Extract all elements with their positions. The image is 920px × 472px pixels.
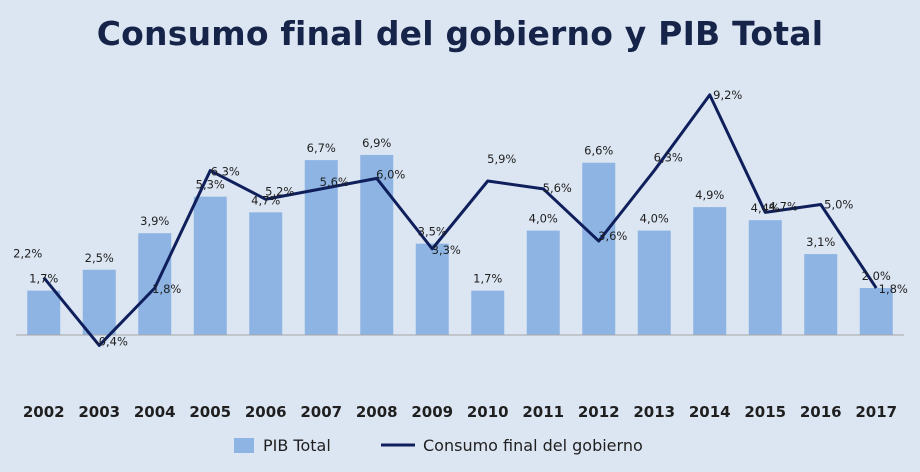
x-tick-2014: 2014 <box>689 403 731 421</box>
bar-pib-2011 <box>526 230 560 335</box>
bar-label-2011: 4,0% <box>529 212 558 226</box>
bar-label-2008: 6,9% <box>362 136 391 150</box>
bar-pib-2016 <box>804 254 838 335</box>
x-tick-2015: 2015 <box>744 403 786 421</box>
x-tick-2003: 2003 <box>78 403 120 421</box>
line-label-2008: 6,0% <box>376 167 405 181</box>
x-tick-2008: 2008 <box>356 403 398 421</box>
bar-label-2009: 3,5% <box>418 225 447 239</box>
legend-swatch-pib <box>234 438 254 453</box>
line-label-2003: -0,4% <box>95 334 128 348</box>
x-tick-2004: 2004 <box>134 403 176 421</box>
line-label-2017: 1,8% <box>879 282 908 296</box>
x-tick-2007: 2007 <box>300 403 342 421</box>
line-label-2004: 1,8% <box>152 282 181 296</box>
bar-pib-2006 <box>249 212 283 335</box>
bar-label-2015: 4,4% <box>751 201 780 215</box>
x-tick-2011: 2011 <box>522 403 564 421</box>
line-label-2013: 6,3% <box>654 151 683 165</box>
line-label-2009: 3,3% <box>432 243 461 257</box>
bar-pib-2012 <box>582 162 616 335</box>
bar-pib-2009 <box>415 243 449 335</box>
bar-pib-2004 <box>138 233 172 335</box>
bar-label-2005: 5,3% <box>196 178 225 192</box>
bar-label-2006: 4,7% <box>251 193 280 207</box>
legend-label-consumo: Consumo final del gobierno <box>423 436 643 455</box>
bar-label-2017: 2,0% <box>862 269 891 283</box>
legend-label-pib: PIB Total <box>263 436 331 455</box>
bar-label-2016: 3,1% <box>806 235 835 249</box>
bar-label-2012: 6,6% <box>584 144 613 158</box>
bar-pib-2003 <box>82 269 116 335</box>
bar-pib-2008 <box>360 154 394 335</box>
bar-pib-2010 <box>471 290 505 335</box>
x-tick-2005: 2005 <box>189 403 231 421</box>
x-tick-2016: 2016 <box>800 403 842 421</box>
x-tick-2009: 2009 <box>411 403 453 421</box>
line-label-2006: 5,2% <box>265 184 294 198</box>
x-tick-2012: 2012 <box>578 403 620 421</box>
x-tick-2006: 2006 <box>245 403 287 421</box>
line-label-2016: 5,0% <box>824 198 853 212</box>
x-tick-2013: 2013 <box>633 403 675 421</box>
line-consumo-gobierno <box>42 93 878 347</box>
bar-pib-2005 <box>193 196 227 335</box>
line-label-2010: 5,9% <box>487 152 516 166</box>
bar-pib-2013 <box>637 230 671 335</box>
bar-pib-2014 <box>693 207 727 335</box>
bar-label-2002: 1,7% <box>29 272 58 286</box>
bar-label-2003: 2,5% <box>85 251 114 265</box>
bar-label-2013: 4,0% <box>640 212 669 226</box>
bar-label-2004: 3,9% <box>140 214 169 228</box>
bar-pib-2015 <box>748 220 782 335</box>
bar-pib-2017 <box>859 288 893 335</box>
line-label-2002: 2,2% <box>13 247 42 261</box>
bar-label-2014: 4,9% <box>695 188 724 202</box>
bar-label-2007: 6,7% <box>307 141 336 155</box>
x-tick-2010: 2010 <box>467 403 509 421</box>
x-tick-2017: 2017 <box>855 403 897 421</box>
bar-label-2010: 1,7% <box>473 272 502 286</box>
line-label-2011: 5,6% <box>543 181 572 195</box>
chart-title: Consumo final del gobierno y PIB Total <box>96 14 824 53</box>
line-label-2012: 3,6% <box>598 229 627 243</box>
line-label-2015: 4,7% <box>769 199 798 213</box>
line-label-2007: 5,6% <box>320 175 349 189</box>
bar-pib-2002 <box>27 290 61 335</box>
x-tick-2002: 2002 <box>23 403 65 421</box>
line-label-2005: 6,3% <box>211 165 240 179</box>
line-label-2014: 9,2% <box>713 88 742 102</box>
